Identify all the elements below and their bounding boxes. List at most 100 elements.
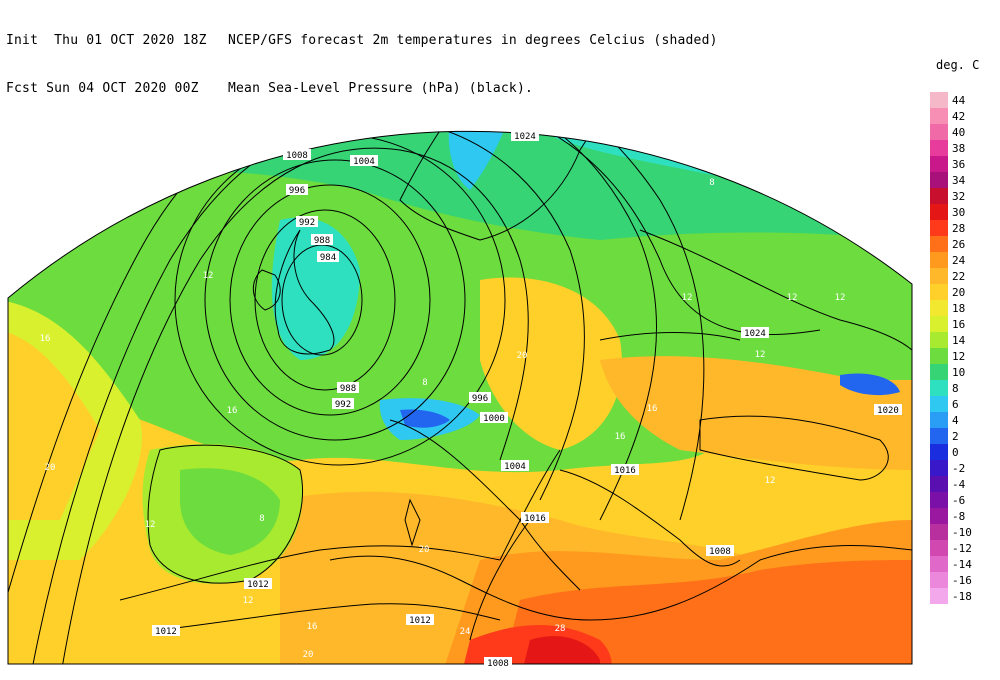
isotherm-label: 16: [227, 406, 238, 416]
legend-label: 24: [952, 253, 966, 267]
legend-swatch: [930, 316, 948, 332]
isobar-label-bg: [706, 545, 734, 556]
legend-entry: -8: [930, 508, 984, 524]
legend-swatch: [930, 108, 948, 124]
legend-swatch: [930, 220, 948, 236]
legend-label: 42: [952, 109, 966, 123]
isobar-label: 992: [335, 400, 351, 410]
legend-swatch: [930, 348, 948, 364]
legend-label: 44: [952, 93, 966, 107]
isotherm-label: 12: [835, 293, 846, 303]
title-line-2: Mean Sea-Level Pressure (hPa) (black).: [228, 81, 534, 96]
legend-swatch: [930, 588, 948, 604]
isobar-label-bg: [501, 460, 529, 471]
isotherm-label: 8: [422, 378, 427, 388]
isobar-label: 996: [289, 186, 305, 196]
legend-swatch: [930, 476, 948, 492]
temperature-legend: 44 42 40 38 36 34 32 30 28 26 24 22 20 18 16 14 12 10 8 6 4 2…: [930, 92, 984, 604]
legend-label: 10: [952, 365, 966, 379]
isobar-label-bg: [296, 216, 318, 227]
legend-entry: -6: [930, 492, 984, 508]
isotherm-label: 12: [765, 476, 776, 486]
isotherm-label: 12: [145, 520, 156, 530]
isobar-label-bg: [332, 398, 354, 409]
legend-label: 2: [952, 429, 959, 443]
isotherm-label: 20: [303, 650, 314, 660]
isobar-label: 1008: [709, 547, 731, 557]
legend-label: -12: [952, 541, 972, 555]
isobar-label: 992: [299, 218, 315, 228]
isobar-label: 1000: [483, 414, 505, 424]
isobar-label-bg: [484, 657, 512, 668]
legend-entry: 22: [930, 268, 984, 284]
legend-entry: -12: [930, 540, 984, 556]
isotherm-label: 24: [460, 627, 471, 637]
legend-entry: 38: [930, 140, 984, 156]
legend-entry: 10: [930, 364, 984, 380]
legend-label: -6: [952, 493, 966, 507]
isobar-label: 988: [314, 236, 330, 246]
legend-entry: 12: [930, 348, 984, 364]
pressure-labels: 1008 1004 996 992 988 984 1024 988 992 996 1000 100…: [152, 130, 902, 669]
isotherm-label: 12: [203, 271, 214, 281]
legend-swatch: [930, 492, 948, 508]
isobar-label: 1016: [614, 466, 636, 476]
legend-entry: 8: [930, 380, 984, 396]
isobar-label-bg: [350, 155, 378, 166]
forecast-time: Fcst Sun 04 OCT 2020 00Z: [6, 81, 199, 96]
legend-swatch: [930, 444, 948, 460]
isotherm-label: 20: [517, 351, 528, 361]
isobar-label: 1008: [487, 659, 509, 669]
legend-label: -16: [952, 573, 972, 587]
isobar-label: 996: [472, 394, 488, 404]
legend-label: 8: [952, 381, 959, 395]
legend-swatch: [930, 540, 948, 556]
legend-entry: 30: [930, 204, 984, 220]
isobar-label: 1012: [155, 627, 177, 637]
legend-entry: 40: [930, 124, 984, 140]
legend-swatch: [930, 556, 948, 572]
legend-label: -14: [952, 557, 972, 571]
legend-swatch: [930, 172, 948, 188]
init-time: Init Thu 01 OCT 2020 18Z: [6, 33, 207, 48]
legend-swatch: [930, 396, 948, 412]
isobar-label-bg: [244, 578, 272, 589]
legend-entry: 18: [930, 300, 984, 316]
isobar-label-bg: [521, 512, 549, 523]
isotherm-label: 8: [709, 178, 714, 188]
legend-label: 22: [952, 269, 966, 283]
isotherm-label: 20: [419, 545, 430, 555]
legend-swatch: [930, 252, 948, 268]
legend-label: 6: [952, 397, 959, 411]
isobar-label-bg: [874, 404, 902, 415]
isobar-label-bg: [611, 464, 639, 475]
legend-label: 28: [952, 221, 966, 235]
isobar-label: 1012: [247, 580, 269, 590]
isobar-label: 1004: [353, 157, 375, 167]
legend-label: -4: [952, 477, 966, 491]
legend-entry: -18: [930, 588, 984, 604]
isobar-label-bg: [317, 251, 339, 262]
legend-swatch: [930, 140, 948, 156]
legend-label: 34: [952, 173, 966, 187]
legend-swatch: [930, 412, 948, 428]
isotherm-label: 4: [627, 68, 632, 78]
isotherm-label: 16: [40, 334, 51, 344]
legend-swatch: [930, 124, 948, 140]
legend-entry: 44: [930, 92, 984, 108]
legend-swatch: [930, 156, 948, 172]
isotherm-label: 8: [287, 129, 292, 139]
legend-swatch: [930, 380, 948, 396]
isobar-label: 984: [320, 253, 336, 263]
title-line-1: NCEP/GFS forecast 2m temperatures in deg…: [228, 33, 718, 48]
isobar-label: 1020: [877, 406, 899, 416]
legend-swatch: [930, 428, 948, 444]
legend-entry: -14: [930, 556, 984, 572]
isotherm-label: 20: [45, 463, 56, 473]
map-title: NCEP/GFS forecast 2m temperatures in deg…: [228, 1, 718, 113]
isotherm-label: 16: [647, 404, 658, 414]
legend-entry: 16: [930, 316, 984, 332]
isobar-label: 988: [340, 384, 356, 394]
legend-swatch: [930, 92, 948, 108]
